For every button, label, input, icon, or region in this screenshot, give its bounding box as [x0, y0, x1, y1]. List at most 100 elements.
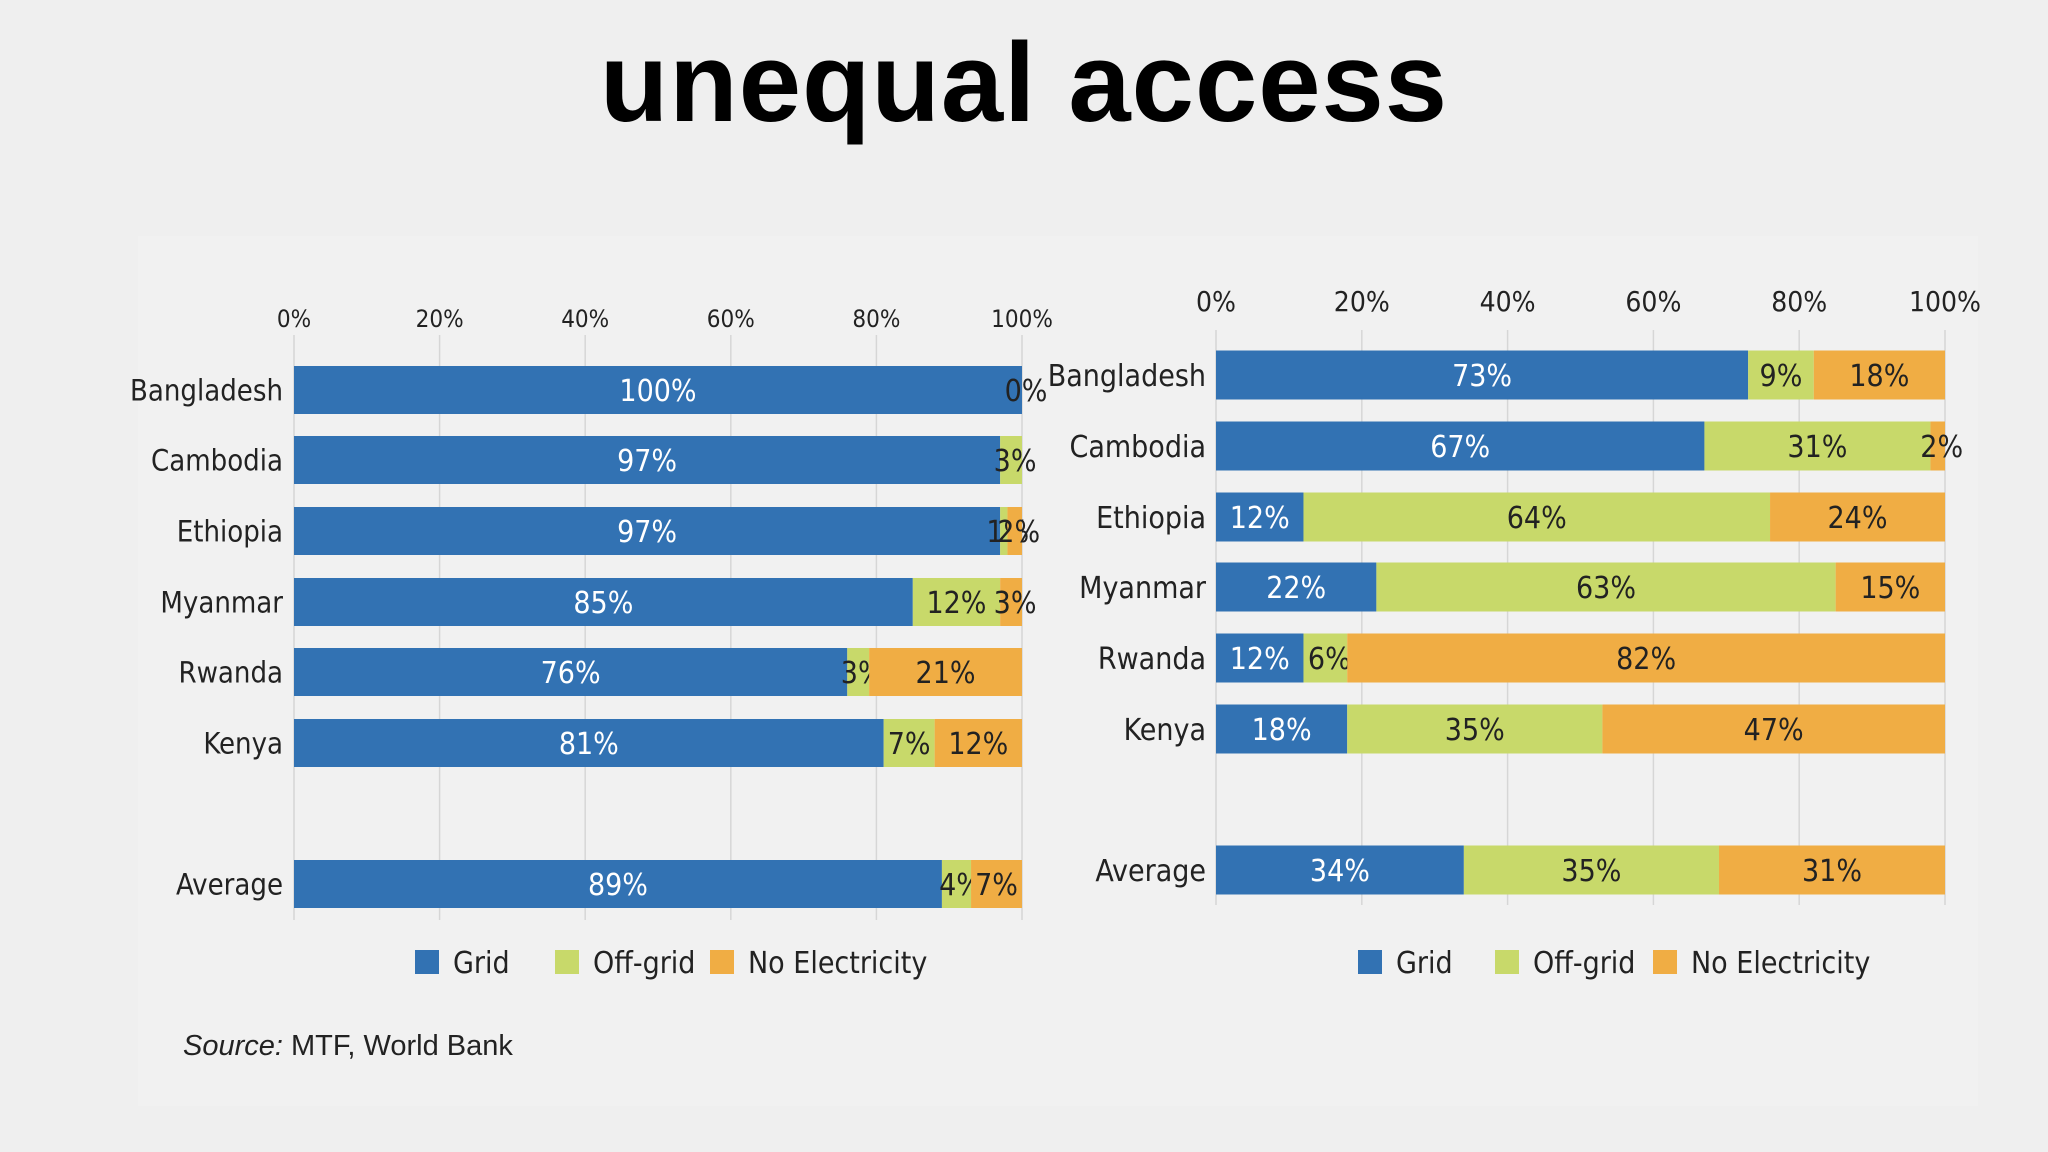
chart2-x-tick-label: 80%	[1771, 285, 1827, 318]
chart2-bar-grid	[1216, 492, 1304, 542]
chart1-bar-no-electricity	[971, 860, 1022, 908]
chart2-data-label: 12%	[1230, 501, 1290, 536]
chart2-bar-grid	[1216, 704, 1348, 754]
chart2-bar-no-electricity	[1770, 492, 1945, 542]
chart1-category-label: Ethiopia	[177, 514, 283, 548]
chart1-data-label: 2%	[997, 515, 1040, 550]
chart1-x-tick-label: 80%	[852, 305, 900, 333]
chart1-category-label: Rwanda	[178, 655, 283, 689]
chart2-data-label: 18%	[1849, 359, 1909, 394]
chart1-legend-label: Grid	[453, 946, 510, 981]
chart2-bar-off-grid	[1347, 704, 1603, 754]
chart1-bar-off-grid	[883, 719, 935, 767]
chart1-bar-grid	[294, 578, 913, 626]
chart1-bar-no-electricity	[869, 648, 1022, 696]
chart2-bar-no-electricity	[1813, 350, 1945, 400]
chart2-data-label: 9%	[1760, 359, 1803, 394]
chart1-legend-label: Off-grid	[593, 946, 695, 981]
chart1-data-label: 81%	[559, 727, 619, 762]
chart2-data-label: 64%	[1507, 501, 1567, 536]
chart2-legend-swatch	[1653, 950, 1677, 974]
source-text: MTF, World Bank	[291, 1030, 513, 1062]
chart2-bar-no-electricity	[1719, 845, 1945, 895]
chart2-bar-no-electricity	[1347, 633, 1945, 683]
chart1-bar-grid	[294, 366, 1022, 414]
chart2-data-label: 35%	[1445, 713, 1505, 748]
chart2-bar-off-grid	[1376, 562, 1836, 612]
chart1-x-tick-label: 60%	[707, 305, 755, 333]
chart2-data-label: 22%	[1266, 571, 1326, 606]
chart2-data-label: 31%	[1787, 430, 1847, 465]
chart2-data-label: 47%	[1744, 713, 1804, 748]
chart1-legend-swatch	[710, 950, 734, 974]
chart1-data-label: 0%	[1005, 374, 1048, 409]
chart1-category-label: Cambodia	[151, 443, 283, 477]
chart2-data-label: 35%	[1561, 854, 1621, 889]
source-note: Source: MTF, World Bank	[183, 1030, 513, 1063]
chart1-legend-swatch	[555, 950, 579, 974]
chart1-bar-off-grid	[912, 578, 1001, 626]
chart1-bar-off-grid	[1000, 507, 1008, 555]
chart2-bar-off-grid	[1303, 633, 1348, 683]
chart2-data-label: 31%	[1802, 854, 1862, 889]
chart2-category-label: Myanmar	[1079, 571, 1207, 606]
chart2-legend-swatch	[1358, 950, 1382, 974]
chart2-bar-grid	[1216, 350, 1749, 400]
chart1-category-label: Kenya	[203, 726, 283, 760]
chart1-data-label: 85%	[573, 586, 633, 621]
chart2-data-label: 63%	[1576, 571, 1636, 606]
chart2-bar-off-grid	[1463, 845, 1720, 895]
chart1-legend-swatch	[415, 950, 439, 974]
chart1-data-label: 76%	[541, 656, 601, 691]
chart1-data-label: 3%	[994, 444, 1037, 479]
chart1-bar-no-electricity	[934, 719, 1022, 767]
chart1-x-tick-label: 20%	[416, 305, 464, 333]
chart2-x-tick-label: 100%	[1909, 285, 1981, 318]
chart2-x-tick-label: 20%	[1334, 285, 1390, 318]
chart1-x-tick-label: 40%	[561, 305, 609, 333]
chart2-legend-label: Off-grid	[1533, 946, 1635, 981]
chart1-x-tick-label: 0%	[277, 305, 311, 333]
chart2-data-label: 73%	[1452, 359, 1512, 394]
chart2-category-label: Bangladesh	[1048, 359, 1206, 394]
chart1-bar-off-grid	[1000, 436, 1022, 484]
chart1-bar-no-electricity	[1007, 507, 1022, 555]
chart1-bar-grid	[294, 436, 1001, 484]
chart2-bar-off-grid	[1303, 492, 1771, 542]
chart2-data-label: 2%	[1920, 430, 1963, 465]
chart1-category-label: Myanmar	[160, 585, 283, 619]
chart1-bar-grid	[294, 719, 884, 767]
chart2-legend-label: Grid	[1396, 946, 1453, 981]
chart1-bar-off-grid	[847, 648, 870, 696]
page-title: unequal access	[599, 20, 1449, 145]
chart2-legend-label: No Electricity	[1691, 946, 1870, 981]
chart2-category-label: Kenya	[1124, 713, 1206, 748]
chart2-data-label: 12%	[1230, 642, 1290, 677]
chart1-data-label: 21%	[916, 656, 976, 691]
chart1-bar-grid	[294, 507, 1001, 555]
chart2-category-label: Rwanda	[1098, 642, 1206, 677]
chart1-data-label: 100%	[619, 374, 696, 409]
chart1-data-label: 89%	[588, 868, 648, 903]
chart2-bar-grid	[1216, 845, 1464, 895]
chart1-bar-grid	[294, 860, 942, 908]
chart2-data-label: 15%	[1860, 571, 1920, 606]
chart1-data-label: 12%	[948, 727, 1008, 762]
chart2-data-label: 6%	[1308, 642, 1351, 677]
chart2-category-label: Ethiopia	[1096, 501, 1206, 536]
chart2-data-label: 82%	[1616, 642, 1676, 677]
chart2-bar-grid	[1216, 421, 1705, 471]
chart1-category-label: Average	[176, 867, 283, 901]
chart1-bar-off-grid	[941, 860, 972, 908]
chart1-data-label: 97%	[617, 515, 677, 550]
chart1-bar-grid	[294, 648, 848, 696]
chart1-bar-no-electricity	[1000, 578, 1022, 626]
chart1-data-label: 97%	[617, 444, 677, 479]
chart1-legend-label: No Electricity	[748, 946, 927, 981]
chart2-bar-no-electricity	[1835, 562, 1945, 612]
chart2-data-label: 67%	[1430, 430, 1490, 465]
chart1-data-label: 3%	[994, 586, 1037, 621]
chart2-data-label: 24%	[1828, 501, 1888, 536]
chart1-data-label: 7%	[888, 727, 931, 762]
